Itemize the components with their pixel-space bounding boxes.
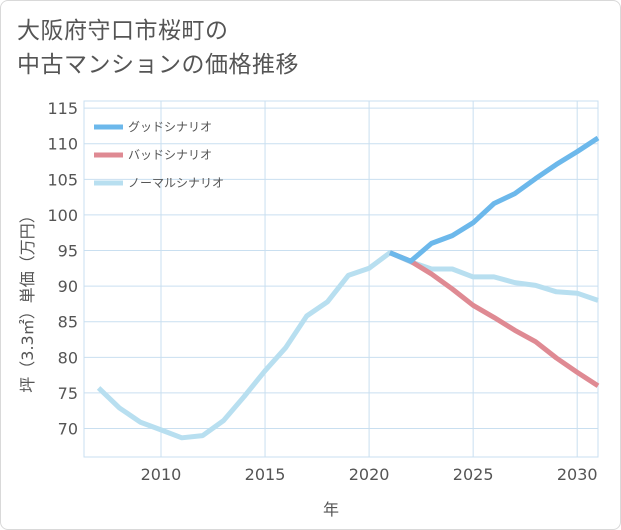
- x-tick-label: 2030: [557, 465, 598, 484]
- y-tick-label: 95: [58, 242, 78, 261]
- grid-lines: [84, 101, 598, 457]
- y-tick-label: 100: [47, 206, 78, 225]
- y-tick-labels: 70 75 80 85 90 95 100 105 110 115: [47, 99, 78, 438]
- series-line-1: [388, 250, 600, 388]
- x-tick-label: 2025: [453, 465, 494, 484]
- x-tick-label: 2020: [349, 465, 390, 484]
- legend-label: ノーマルシナリオ: [128, 176, 224, 190]
- series-line-0: [388, 135, 600, 264]
- series-line-2: [96, 250, 599, 441]
- chart-title: 大阪府守口市桜町の 中古マンションの価格推移: [17, 14, 299, 82]
- legend-label: グッドシナリオ: [128, 120, 212, 134]
- y-tick-label: 110: [47, 135, 78, 154]
- y-tick-label: 105: [47, 170, 78, 189]
- x-tick-label: 2015: [245, 465, 286, 484]
- x-axis-title: 年: [323, 500, 339, 519]
- y-tick-label: 90: [58, 277, 78, 296]
- chart-title-line-2: 中古マンションの価格推移: [17, 52, 299, 78]
- y-tick-label: 115: [47, 99, 78, 118]
- y-tick-label: 75: [58, 384, 78, 403]
- y-tick-label: 70: [58, 420, 78, 439]
- y-axis-title: 坪（3.3㎡）単価（万円）: [18, 207, 37, 392]
- legend-label: バッドシナリオ: [128, 148, 212, 162]
- y-tick-label: 80: [58, 348, 78, 367]
- x-tick-label: 2010: [141, 465, 182, 484]
- y-tick-label: 85: [58, 313, 78, 332]
- plot-area: [83, 100, 599, 458]
- chart-title-line-1: 大阪府守口市桜町の: [17, 18, 229, 44]
- series-layer: [96, 135, 600, 441]
- x-tick-labels: 2010 2015 2020 2025 2030: [141, 465, 598, 484]
